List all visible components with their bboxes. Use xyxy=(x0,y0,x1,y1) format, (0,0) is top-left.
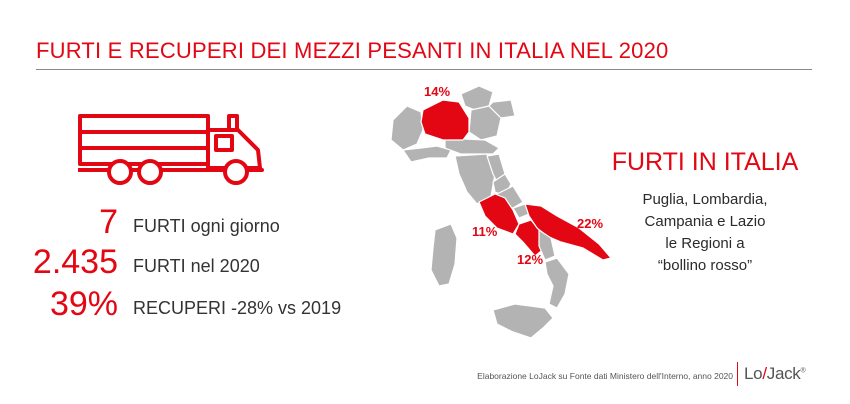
page-title: FURTI E RECUPERI DEI MEZZI PESANTI IN IT… xyxy=(36,38,669,63)
stat-daily-thefts: 7 FURTI ogni giorno xyxy=(0,201,400,241)
stat-label: FURTI ogni giorno xyxy=(133,216,280,236)
italy-map xyxy=(390,85,612,339)
title-divider xyxy=(36,69,812,70)
label-lombardia: 14% xyxy=(424,84,451,99)
truck-icon xyxy=(78,114,264,185)
lojack-logo: Lo/Jack® xyxy=(744,364,806,384)
stat-value: 2.435 xyxy=(32,243,118,281)
logo-text-right: Jack xyxy=(766,364,801,383)
region-puglia xyxy=(524,203,612,261)
side-title: FURTI IN ITALIA xyxy=(611,148,799,176)
stat-label: FURTI nel 2020 xyxy=(133,256,260,276)
region-lombardia xyxy=(420,99,470,141)
label-campania: 12% xyxy=(517,252,544,267)
source-note: Elaborazione LoJack su Fonte dati Minist… xyxy=(477,371,733,381)
stat-recoveries: 39% RECUPERI -28% vs 2019 xyxy=(0,283,400,323)
stat-label: RECUPERI -28% vs 2019 xyxy=(133,298,342,318)
side-note-line: Puglia, Lombardia, xyxy=(642,191,768,208)
side-note: Puglia, Lombardia, Campania e Lazio le R… xyxy=(600,189,810,277)
logo-divider xyxy=(737,362,738,386)
label-lazio: 11% xyxy=(472,224,498,239)
stat-value: 7 xyxy=(99,203,118,241)
label-puglia: 22% xyxy=(577,216,604,231)
logo-slash: / xyxy=(762,364,767,383)
side-note-line: “bollino rosso” xyxy=(657,257,753,274)
stat-yearly-thefts: 2.435 FURTI nel 2020 xyxy=(0,241,400,281)
logo-registered-mark: ® xyxy=(800,367,806,375)
side-note-line: le Regioni a xyxy=(665,235,745,252)
side-note-line: Campania e Lazio xyxy=(644,213,766,230)
logo-text-left: Lo xyxy=(744,364,763,383)
stat-value: 39% xyxy=(49,285,118,323)
